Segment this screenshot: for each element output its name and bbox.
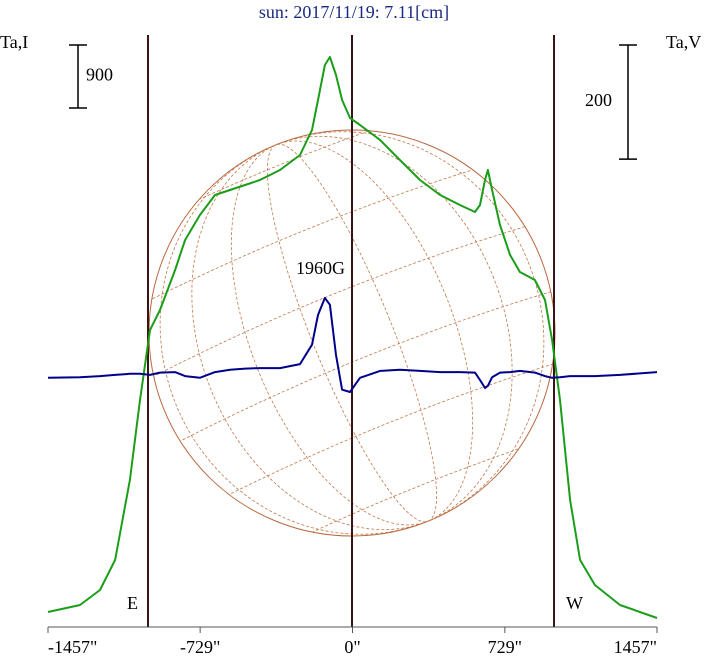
annotation: E: [127, 593, 138, 613]
x-tick-label: -729": [180, 637, 220, 657]
chart-title: sun: 2017/11/19: 7.11[cm]: [259, 2, 449, 22]
annotation: W: [566, 593, 583, 613]
x-tick-label: 1457": [614, 637, 657, 657]
y-axis-label: Ta,I: [0, 32, 28, 52]
data-line: [47, 56, 658, 619]
scale-label: 900: [86, 65, 113, 85]
y2-axis-label: Ta,V: [666, 32, 701, 52]
x-tick-label: 0": [344, 637, 360, 657]
annotation: 1960G: [296, 258, 345, 278]
x-tick-label: 729": [488, 637, 522, 657]
solar-disk: [90, 94, 612, 577]
scale-label: 200: [585, 90, 612, 110]
data-line: [47, 296, 658, 393]
x-tick-label: -1457": [48, 637, 97, 657]
